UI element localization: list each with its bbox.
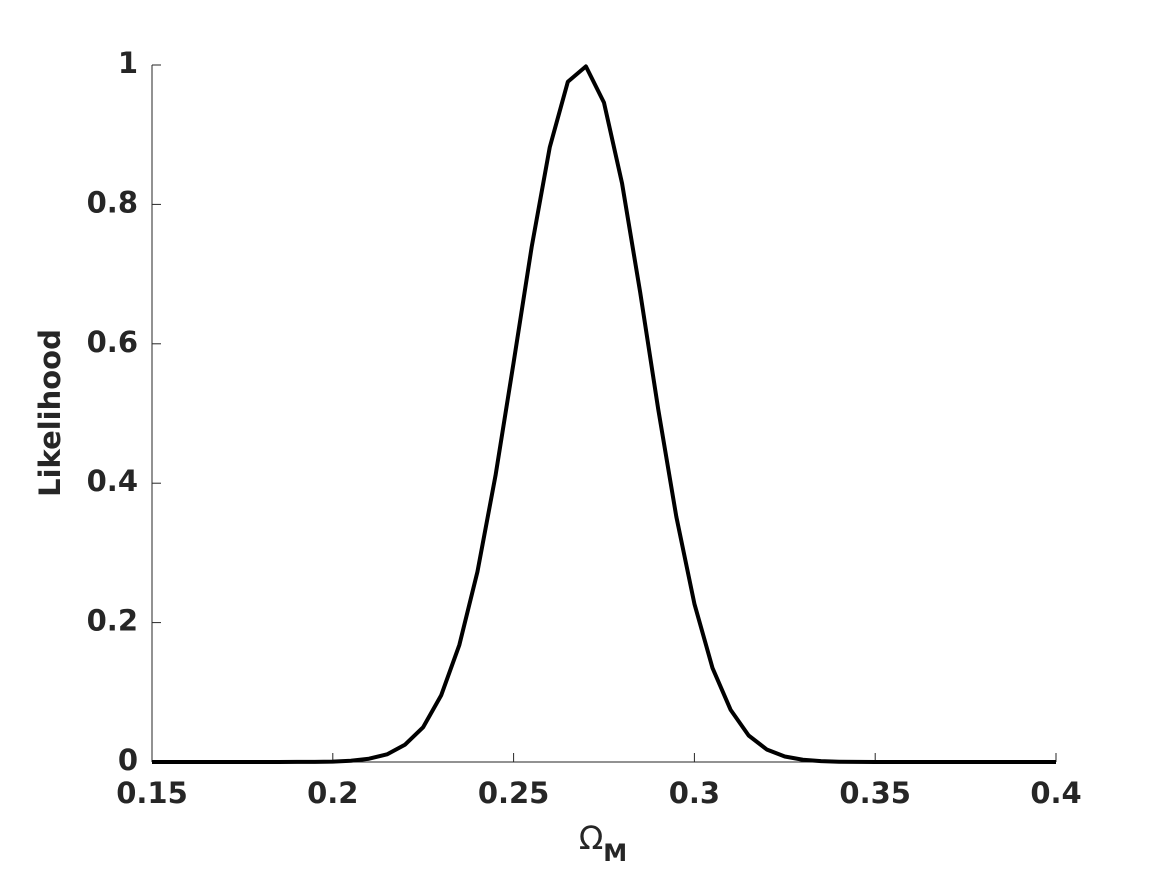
line-series bbox=[152, 64, 1056, 764]
x-tick-label: 0.35 bbox=[839, 776, 911, 810]
x-axis-label-main: Ω bbox=[579, 819, 603, 857]
y-tick-label: 0.6 bbox=[87, 325, 138, 359]
x-tick-label: 0.15 bbox=[116, 776, 188, 810]
x-tick-label: 0.3 bbox=[669, 776, 720, 810]
x-tick-label: 0.2 bbox=[307, 776, 358, 810]
x-tick-label: 0.25 bbox=[478, 776, 550, 810]
x-tick-label: 0.4 bbox=[1030, 776, 1081, 810]
y-tick-label: 0 bbox=[118, 743, 138, 777]
y-tick-label: 1 bbox=[118, 46, 138, 80]
x-axis-label-subscript: M bbox=[603, 839, 627, 867]
x-axis-label: ΩM bbox=[579, 819, 627, 867]
y-tick-label: 0.8 bbox=[87, 185, 138, 219]
y-tick-label: 0.4 bbox=[87, 464, 138, 498]
y-axis-label: Likelihood bbox=[33, 329, 67, 497]
y-tick-label: 0.2 bbox=[87, 604, 138, 638]
